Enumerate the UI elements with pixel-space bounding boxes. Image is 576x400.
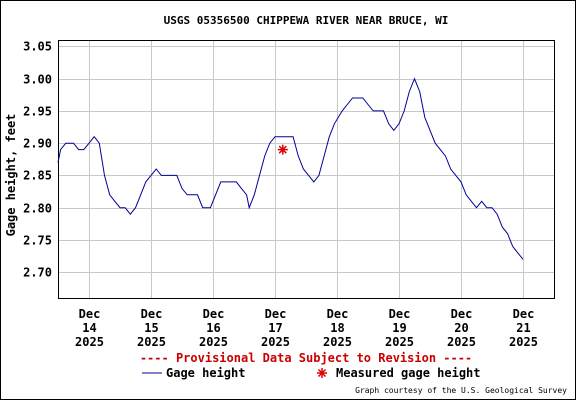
x-tick-label: Dec 16 2025	[199, 307, 228, 349]
y-tick-label: 2.80	[23, 202, 52, 216]
y-tick-labels: 2.70 2.75 2.80 2.85 2.90 2.95 3.00 3.05	[23, 40, 52, 280]
x-tick-label: Dec 19 2025	[385, 307, 414, 349]
grid-lines	[59, 41, 554, 298]
y-tick-label: 3.00	[23, 73, 52, 87]
legend-asterisk-icon	[317, 368, 327, 378]
y-tick-label: 2.90	[23, 137, 52, 151]
measured-points	[277, 144, 288, 155]
x-tick-label: Dec 17 2025	[261, 307, 290, 349]
credit-text: Graph courtesy of the U.S. Geological Su…	[355, 386, 567, 395]
y-tick-label: 2.85	[23, 169, 52, 183]
x-tick-label: Dec 20 2025	[447, 307, 476, 349]
provisional-notice: ---- Provisional Data Subject to Revisio…	[140, 351, 472, 365]
legend-asterisk-mark	[317, 368, 327, 378]
y-tick-label: 2.75	[23, 234, 52, 248]
y-tick-label: 2.70	[23, 266, 52, 280]
x-tick-label: Dec 21 2025	[509, 307, 538, 349]
plot-area	[58, 40, 555, 299]
y-tick-label: 3.05	[23, 40, 52, 54]
x-tick-label: Dec 15 2025	[137, 307, 166, 349]
x-tick-label: Dec 14 2025	[75, 307, 104, 349]
x-tick-labels: Dec 14 2025 Dec 15 2025 Dec 16 2025 Dec 17 2025 Dec 1…	[75, 307, 538, 349]
gage-height-series-line	[57, 77, 524, 260]
y-tick-label: 2.95	[23, 105, 52, 119]
x-tick-label: Dec 18 2025	[323, 307, 352, 349]
legend-gage-label: Gage height	[166, 366, 245, 380]
measured-point-asterisk	[277, 144, 288, 155]
y-axis-label: Gage height, feet	[4, 114, 18, 237]
legend-measured-label: Measured gage height	[336, 366, 481, 380]
chart-title: USGS 05356500 CHIPPEWA RIVER NEAR BRUCE,…	[164, 14, 449, 27]
